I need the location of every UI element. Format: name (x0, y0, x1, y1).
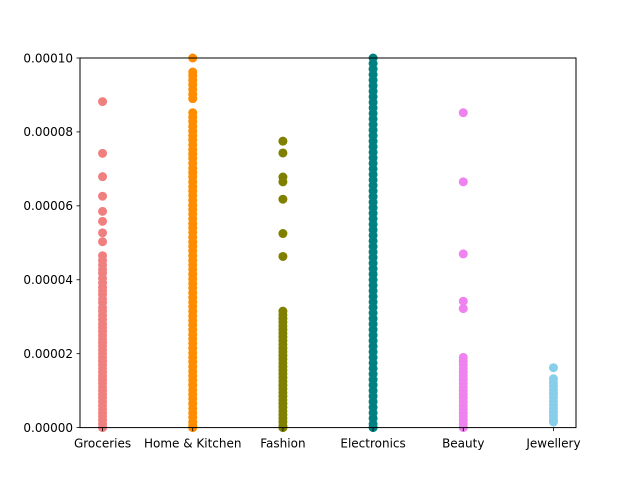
y-tick-label: 0.00008 (23, 125, 73, 139)
data-point (98, 228, 108, 238)
x-axis: Groceries Home & Kitchen Fashion Electronic… (74, 427, 581, 451)
data-point (98, 97, 108, 107)
x-tick-label: Electronics (340, 437, 405, 451)
y-tick-label: 0.00004 (23, 273, 73, 287)
data-point (98, 206, 108, 216)
x-tick-label: Beauty (442, 437, 484, 451)
plot-frame (79, 57, 577, 429)
y-tick-label: 0.00010 (23, 51, 73, 65)
data-point (98, 237, 108, 247)
data-point (458, 177, 468, 187)
data-point (278, 177, 288, 187)
x-tick-label: Groceries (74, 437, 131, 451)
data-point (548, 417, 558, 427)
data-point (458, 296, 468, 306)
data-point (98, 148, 108, 158)
data-point (278, 229, 288, 239)
data-point (458, 304, 468, 314)
data-point (278, 251, 288, 261)
data-point (98, 216, 108, 226)
data-point (278, 148, 288, 158)
data-points (98, 53, 558, 433)
data-point (278, 136, 288, 146)
y-tick-label: 0.00006 (23, 199, 73, 213)
y-tick-label: 0.00000 (23, 421, 73, 435)
x-tick-label: Jewellery (525, 437, 580, 451)
data-point (98, 191, 108, 201)
x-tick-label: Fashion (260, 437, 305, 451)
data-point (188, 94, 198, 104)
data-point (278, 194, 288, 204)
y-tick-label: 0.00002 (23, 347, 73, 361)
data-point (548, 363, 558, 373)
data-point (458, 249, 468, 259)
y-axis: 0.00000 0.00002 0.00004 0.00006 0.00008 0.000… (23, 51, 80, 435)
x-tick-label: Home & Kitchen (144, 437, 242, 451)
data-point (458, 108, 468, 118)
data-point (98, 172, 108, 182)
